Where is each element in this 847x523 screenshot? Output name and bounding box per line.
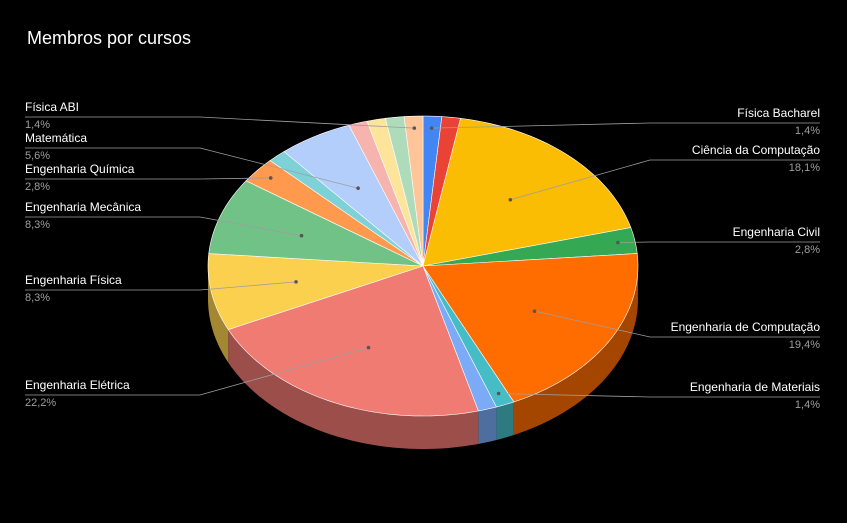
leader-line xyxy=(534,310,820,338)
leader-dot xyxy=(356,186,360,191)
slice-label: Engenharia de Materiais xyxy=(690,380,820,394)
slice-label: Engenharia Elétrica xyxy=(25,378,130,392)
leader-dot xyxy=(412,126,417,130)
slice xyxy=(283,124,424,267)
slice-value-label: 2,8% xyxy=(25,181,50,193)
leader-line xyxy=(25,281,297,291)
leader-line xyxy=(431,122,820,129)
slice-side xyxy=(513,266,638,435)
leader-dot xyxy=(508,197,513,202)
slice-value-label: 18,1% xyxy=(789,162,820,174)
leader-dot xyxy=(532,309,537,313)
leader-dot xyxy=(268,176,273,180)
leader-line xyxy=(25,177,271,180)
slice-value-label: 5,6% xyxy=(25,150,50,162)
slice-side xyxy=(228,329,479,449)
slice-label: Engenharia de Computação xyxy=(671,320,821,334)
leader-line xyxy=(498,393,820,398)
slice-label: Engenharia Civil xyxy=(733,225,820,239)
slice xyxy=(245,160,424,267)
slice xyxy=(403,115,424,267)
slice-label: Física ABI xyxy=(25,100,79,114)
slice-value-label: 1,4% xyxy=(25,119,50,131)
slice xyxy=(422,253,639,403)
slice-value-label: 2,8% xyxy=(795,244,820,256)
slice xyxy=(227,265,479,417)
leader-dot xyxy=(299,233,304,238)
slice-label: Física Bacharel xyxy=(737,106,820,120)
slice-label: Ciência da Computação xyxy=(692,143,820,157)
slice xyxy=(207,253,424,330)
slice-side xyxy=(496,401,514,440)
leader-line xyxy=(617,241,820,243)
leader-dot xyxy=(429,126,434,130)
slice-side xyxy=(478,406,497,444)
slice-label: Engenharia Mecânica xyxy=(25,200,141,214)
slice-side xyxy=(208,266,229,363)
leader-line xyxy=(25,216,302,237)
leader-line xyxy=(25,347,369,396)
slice-value-label: 22,2% xyxy=(25,397,56,409)
slice-value-label: 8,3% xyxy=(25,219,50,231)
slice-label: Engenharia Química xyxy=(25,162,135,176)
leader-dot xyxy=(294,280,298,284)
leader-line xyxy=(25,116,415,129)
slice xyxy=(208,180,424,267)
slice xyxy=(422,117,632,267)
slice-value-label: 19,4% xyxy=(789,339,820,351)
slice-label: Matemática xyxy=(25,131,87,145)
chart-title: Membros por cursos xyxy=(27,28,191,48)
slice-value-label: 1,4% xyxy=(795,399,820,411)
leader-dot xyxy=(616,240,620,245)
slice-label: Engenharia Física xyxy=(25,273,122,287)
leader-line xyxy=(25,147,359,189)
leader-line xyxy=(510,159,820,201)
leader-dot xyxy=(366,345,371,350)
slice-value-label: 1,4% xyxy=(795,125,820,137)
slice-value-label: 8,3% xyxy=(25,292,50,304)
leader-dot xyxy=(496,391,501,396)
